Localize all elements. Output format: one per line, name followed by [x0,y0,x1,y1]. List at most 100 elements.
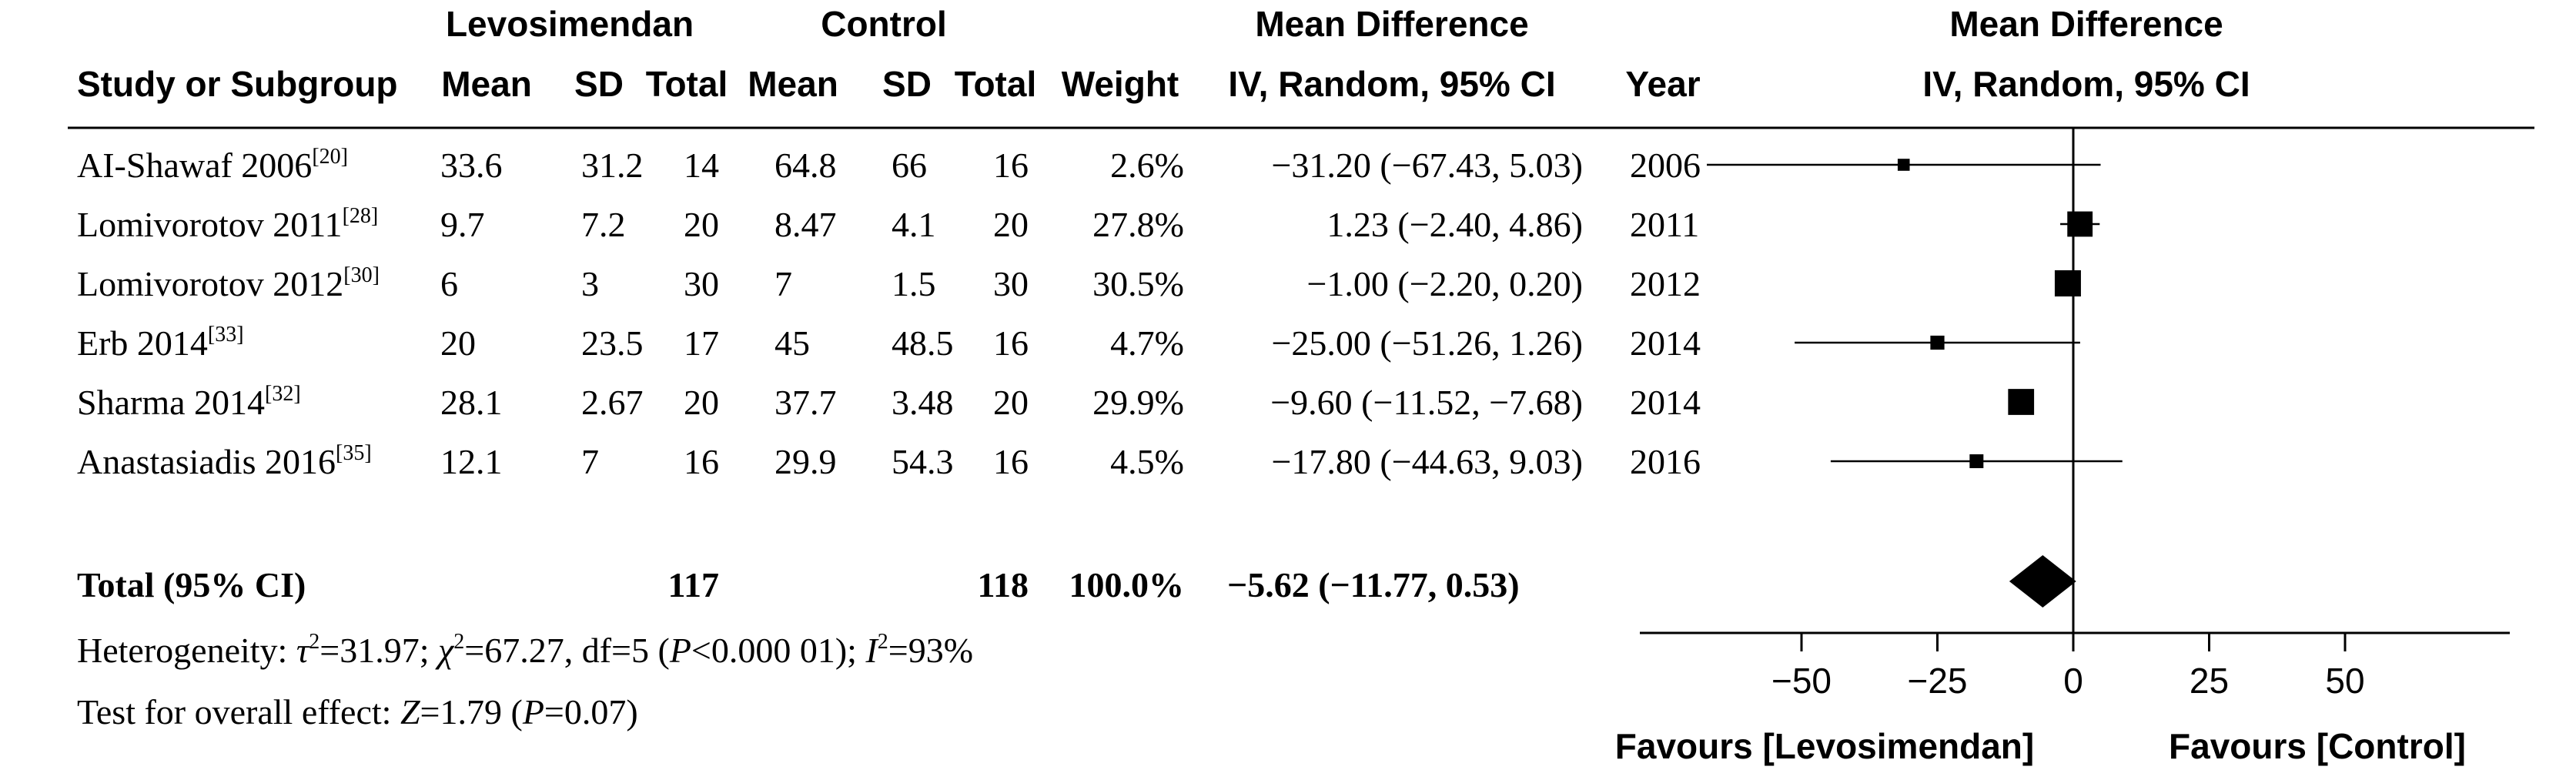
study-total2: 16 [993,442,1029,481]
study-sd1: 7 [581,442,599,481]
table-row: Erb 2014[33] 20 23.5 17 45 48.5 16 4.7% −25.00 (… [77,323,1701,363]
x-tick-label: 25 [2190,661,2229,701]
study-ref: [35] [336,441,372,465]
study-sd1: 23.5 [581,323,644,363]
study-mean1: 6 [440,264,458,303]
study-ref: [33] [208,323,244,346]
study-total2: 16 [993,323,1029,363]
col-study-header: Study or Subgroup [77,64,398,104]
study-mean2: 29.9 [774,442,837,481]
study-name-text: AI-Shawaf 2006 [77,146,312,185]
forest-plot: −50 −25 0 25 50 Favours [Levosimendan] Favours… [1615,128,2510,766]
total-n2: 118 [978,565,1029,604]
col-mean1-header: Mean [441,64,532,104]
table-row: AI-Shawaf 2006[20] 33.6 31.2 14 64.8 66 16 2.6%… [77,145,1701,185]
study-name: AI-Shawaf 2006[20] [77,145,348,185]
study-total1: 16 [684,442,719,481]
study-sd1: 7.2 [581,205,626,244]
study-ref: [32] [265,382,301,406]
study-ci: −25.00 (−51.26, 1.26) [1271,323,1583,363]
plot-header-bottom: IV, Random, 95% CI [1922,64,2250,104]
group2-header: Control [821,4,947,44]
table-row: Lomivorotov 2011[28] 9.7 7.2 20 8.47 4.1 20 27.… [77,204,1699,244]
study-mean2: 64.8 [774,146,837,185]
col-weight-header: Weight [1062,64,1179,104]
study-name: Lomivorotov 2011[28] [77,204,378,244]
group1-header: Levosimendan [446,4,694,44]
study-total2: 20 [993,383,1029,422]
md-header-top: Mean Difference [1255,4,1528,44]
x-tick-label: −25 [1907,661,1967,701]
study-name: Erb 2014[33] [77,323,244,363]
study-sd2: 48.5 [892,323,954,363]
study-name: Anastasiadis 2016[35] [77,441,372,481]
table-row: Anastasiadis 2016[35] 12.1 7 16 29.9 54.3 16 4.… [77,441,1701,481]
study-weight: 2.6% [1110,146,1184,185]
study-total2: 20 [993,205,1029,244]
total-row: Total (95% CI) 117 118 100.0% −5.62 (−11… [77,565,1520,604]
study-mean2: 8.47 [774,205,837,244]
study-year: 2012 [1630,264,1701,303]
study-sd2: 1.5 [892,264,936,303]
study-ref: [28] [343,204,379,228]
study-name-text: Lomivorotov 2012 [77,264,343,303]
study-name-text: Lomivorotov 2011 [77,205,343,244]
study-total2: 16 [993,146,1029,185]
favours-left-label: Favours [Levosimendan] [1615,726,2034,766]
study-ci: −1.00 (−2.20, 0.20) [1306,264,1583,303]
study-mean1: 28.1 [440,383,503,422]
total-ci: −5.62 (−11.77, 0.53) [1227,565,1520,604]
plot-header-top: Mean Difference [1949,4,2223,44]
md-header-bottom: IV, Random, 95% CI [1228,64,1555,104]
x-tick-label: 50 [2325,661,2364,701]
study-rows: AI-Shawaf 2006[20] 33.6 31.2 14 64.8 66 16 2.6%… [77,145,1701,481]
table-row: Sharma 2014[32] 28.1 2.67 20 37.7 3.48 20 29.9%… [77,382,1701,422]
col-year-header: Year [1625,64,1700,104]
study-point [2008,389,2035,415]
study-sd1: 3 [581,264,599,303]
study-sd1: 31.2 [581,146,644,185]
study-sd1: 2.67 [581,383,644,422]
study-mean1: 20 [440,323,476,363]
study-name-text: Sharma 2014 [77,383,265,422]
pooled-diamond [2009,555,2076,608]
study-mean1: 12.1 [440,442,503,481]
study-point [1897,159,1910,171]
study-total1: 20 [684,205,719,244]
study-point [2067,211,2093,237]
study-sd2: 54.3 [892,442,954,481]
study-sd2: 3.48 [892,383,954,422]
study-point [1930,335,1945,350]
study-point [1969,454,1984,468]
study-name-text: Erb 2014 [77,323,208,363]
study-year: 2014 [1630,323,1701,363]
study-mean2: 37.7 [774,383,837,422]
study-year: 2011 [1630,205,1699,244]
col-total2-header: Total [955,64,1036,104]
study-name: Sharma 2014[32] [77,382,301,422]
col-sd2-header: SD [882,64,932,104]
study-sd2: 4.1 [892,205,936,244]
study-mean1: 9.7 [440,205,485,244]
study-name-text: Anastasiadis 2016 [77,442,336,481]
study-weight: 4.5% [1110,442,1184,481]
table-row: Lomivorotov 2012[30] 6 3 30 7 1.5 30 30.5% −1.00… [77,263,1701,303]
total-label: Total (95% CI) [77,565,306,604]
study-weight: 27.8% [1092,205,1184,244]
study-point [2054,270,2081,296]
total-weight: 100.0% [1069,565,1185,604]
study-mean1: 33.6 [440,146,503,185]
favours-right-label: Favours [Control] [2169,726,2466,766]
col-total1-header: Total [646,64,728,104]
study-total2: 30 [993,264,1029,303]
study-ci: −31.20 (−67.43, 5.03) [1271,146,1583,185]
total-n1: 117 [668,565,719,604]
heterogeneity-text: Heterogeneity: τ2=31.97; χ2=67.27, df=5 … [77,630,973,670]
col-sd1-header: SD [574,64,624,104]
col-mean2-header: Mean [748,64,838,104]
study-ref: [20] [312,145,348,169]
study-total1: 14 [684,146,719,185]
study-total1: 30 [684,264,719,303]
study-weight: 29.9% [1092,383,1184,422]
